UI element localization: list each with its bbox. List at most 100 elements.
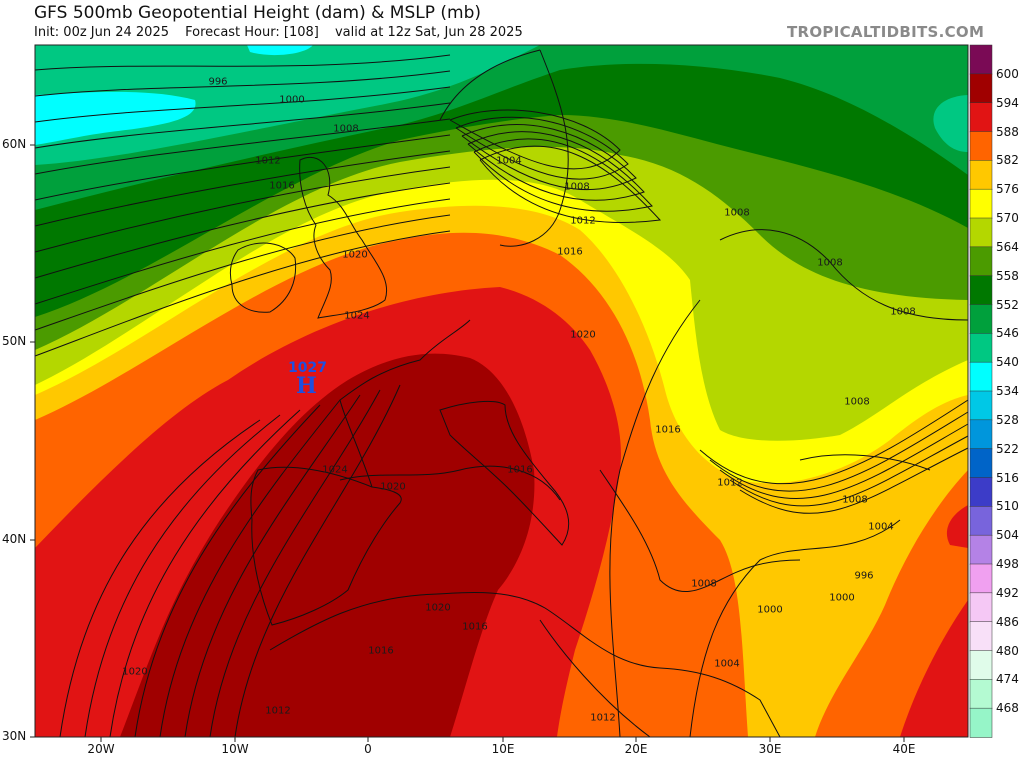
colorbar-label: 528 [996,412,1019,427]
map-title: GFS 500mb Geopotential Height (dam) & MS… [34,3,482,23]
colorbar-swatch [969,304,993,335]
isobar-line [719,423,969,500]
lon-label: 20E [624,742,648,756]
isobar-label: 1020 [570,329,596,341]
coast-north-africa [269,592,781,738]
colorbar-swatch [969,188,993,219]
isobar-label: 1016 [269,180,295,192]
isobar-label: 1000 [829,592,855,604]
isobar-label: 1012 [570,215,596,227]
isobar-line [34,166,451,253]
watermark: TROPICALTIDBITS.COM [787,23,985,41]
lon-label: 20W [87,742,115,756]
isobar-line [34,118,451,175]
colorbar-label: 564 [996,239,1019,254]
isobar-label: 996 [208,76,228,88]
isobar-label: 1012 [590,712,616,724]
colorbar-label: 498 [996,557,1019,571]
colorbar-swatch [969,534,993,565]
isobar-line [34,230,451,357]
isobar-line [34,214,451,331]
isobar-label: 1020 [122,666,148,678]
isobar-label: 1004 [868,521,894,533]
isobar-label: 1020 [342,249,368,261]
colorbar-swatch [969,563,993,594]
colorbar-label: 504 [996,528,1019,543]
colorbar-label: 480 [996,643,1019,658]
isobar-line [34,86,451,123]
height-bands [35,45,968,738]
isobar-line [34,54,451,71]
lon-label: 40E [892,742,916,756]
coastlines [229,49,931,738]
isobar-line [455,116,629,180]
lat-label: 60N [2,137,27,151]
coast-balkans-turkey [599,469,801,593]
coast-ireland [229,242,297,313]
isobar-label: 1008 [564,181,590,193]
isobar-label: 1016 [655,424,681,436]
isobar-line [719,229,969,321]
isobar-label: 1008 [817,257,843,269]
band-594 [120,353,535,737]
colorbar-swatch [969,361,993,392]
isobar-line [339,465,561,501]
isobar-label: 1012 [265,705,291,717]
isobar-line [729,435,969,507]
colorbar-label: 558 [996,268,1019,283]
isobar-label: 996 [854,570,874,582]
isobar-line [159,399,341,738]
band-540-blob [933,95,968,152]
colorbar-swatch [969,390,993,421]
isobar-line [184,394,361,738]
colorbar-swatch [969,73,993,104]
colorbar-label: 546 [996,326,1019,341]
colorbar-swatch [969,333,993,363]
colorbar-label: 576 [996,182,1019,197]
colorbar [969,44,993,738]
colorbar-label: 510 [996,499,1019,514]
lat-label: 40N [2,532,27,546]
isobar-line [234,384,401,738]
colorbar-swatch [969,477,993,508]
band-534-blob [247,45,313,56]
lon-label: 10W [221,742,249,756]
isobar-line [461,124,637,191]
map-frame [34,44,969,738]
colorbar-swatch [969,707,993,738]
colorbar-swatch [969,448,993,479]
isobar-label: 1016 [462,621,488,633]
colorbar-label: 594 [996,95,1019,110]
isobar-label: 1000 [757,604,783,616]
coast-black-sea [799,454,931,471]
colorbar-label: 540 [996,355,1019,370]
isobar-label: 1016 [368,645,394,657]
coast-iberia [250,466,402,626]
isobar-label: 1008 [842,494,868,506]
colorbar-swatch [969,419,993,450]
colorbar-swatch [969,592,993,623]
lat-label: 50N [2,334,27,348]
isobar-label: 1008 [890,306,916,318]
isobar-line [699,399,969,485]
isobar-label: 1016 [507,464,533,476]
isobar-label: 1008 [844,396,870,408]
colorbar-swatch [969,246,993,277]
isobar-line [34,150,451,227]
isobar-line [34,102,451,149]
high-pressure-marker: H [296,373,317,399]
isobar-label: 1008 [724,207,750,219]
colorbar-label: 582 [996,153,1019,168]
lon-label: 0 [364,742,372,756]
isobar-label: 1016 [557,246,583,258]
coast-italy [439,400,570,546]
isobar-line [689,519,901,738]
isobar-label: 1020 [380,481,406,493]
colorbar-label: 570 [996,211,1019,225]
valid-time: valid at 12z Sat, Jun 28 2025 [334,25,523,40]
colorbar-label: 492 [996,585,1019,600]
coast-france [339,319,471,488]
colorbar-swatch [969,217,993,248]
isobar-line [473,138,653,212]
